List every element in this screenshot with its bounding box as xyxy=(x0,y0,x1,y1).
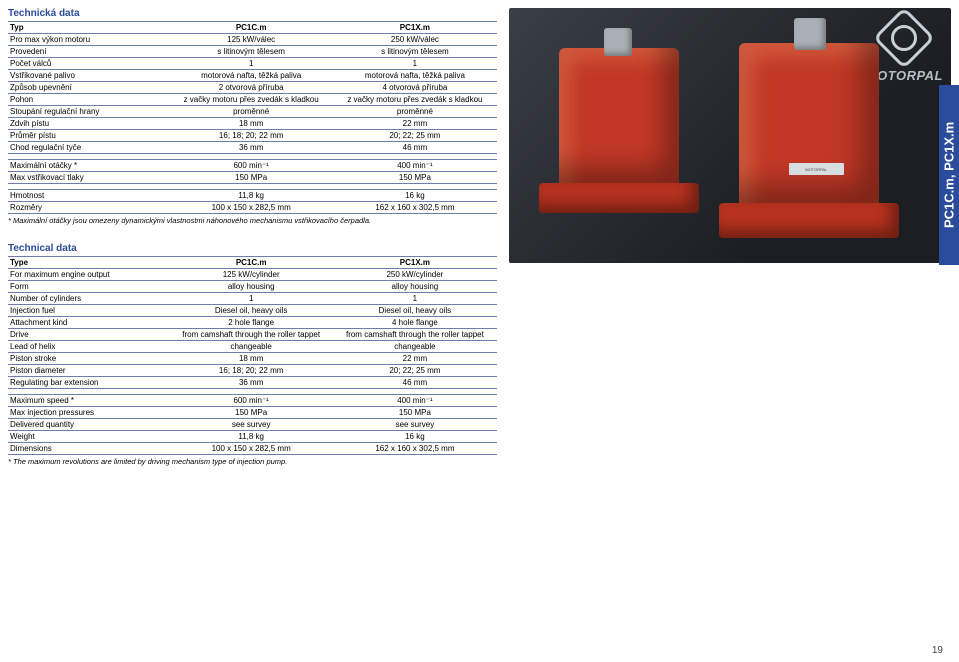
table-row: For maximum engine output125 kW/cylinder… xyxy=(8,269,497,281)
table-row: Lead of helixchangeablechangeable xyxy=(8,341,497,353)
footnote-en: * The maximum revolutions are limited by… xyxy=(8,457,497,466)
pump-base-left xyxy=(539,183,699,213)
table-row: Max injection pressures150 MPa150 MPa xyxy=(8,407,497,419)
table-row: Rozměry100 x 150 x 282,5 mm162 x 160 x 3… xyxy=(8,202,497,214)
page-number: 19 xyxy=(932,645,943,656)
spec-table-cz: TypPC1C.mPC1X.mPro max výkon motoru125 k… xyxy=(8,21,497,214)
table-row: Průměr pístu16; 18; 20; 22 mm20; 22; 25 … xyxy=(8,130,497,142)
table-row: Injection fuelDiesel oil, heavy oilsDies… xyxy=(8,305,497,317)
spec-table-en: TypePC1C.mPC1X.mFor maximum engine outpu… xyxy=(8,256,497,455)
table-row: Pro max výkon motoru125 kW/válec250 kW/v… xyxy=(8,34,497,46)
table-row: Zdvih pístu18 mm22 mm xyxy=(8,118,497,130)
table-row: Chod regulační tyče36 mm46 mm xyxy=(8,142,497,154)
table-row: Hmotnost11,8 kg16 kg xyxy=(8,190,497,202)
section-title-cz: Technická data xyxy=(8,8,497,19)
table-row: Delivered quantitysee surveysee survey xyxy=(8,419,497,431)
table-row: Pohonz vačky motoru přes zvedák s kladko… xyxy=(8,94,497,106)
table-row: TypePC1C.mPC1X.m xyxy=(8,257,497,269)
table-row: Způsob upevnění2 otvorová příruba4 otvor… xyxy=(8,82,497,94)
product-photo: MOTORPAL MOTORPAL xyxy=(509,8,951,263)
pump-image-left xyxy=(559,48,679,188)
table-row: TypPC1C.mPC1X.m xyxy=(8,22,497,34)
table-row: Weight11,8 kg16 kg xyxy=(8,431,497,443)
pump-fitting-left xyxy=(604,28,632,56)
table-row: Attachment kind2 hole flange4 hole flang… xyxy=(8,317,497,329)
pump-nameplate: MOTORPAL xyxy=(789,163,844,175)
table-row: Regulating bar extension36 mm46 mm xyxy=(8,377,497,389)
section-title-en: Technical data xyxy=(8,243,497,254)
table-row: Max vstřikovací tlaky150 MPa150 MPa xyxy=(8,172,497,184)
table-row: Drivefrom camshaft through the roller ta… xyxy=(8,329,497,341)
table-row: Piston stroke18 mm22 mm xyxy=(8,353,497,365)
table-row: Vstřikované palivomotorová nafta, těžká … xyxy=(8,70,497,82)
table-row: Počet válců11 xyxy=(8,58,497,70)
brand-logo-icon xyxy=(873,8,935,69)
pump-image-right xyxy=(739,43,879,208)
table-row: Piston diameter16; 18; 20; 22 mm20; 22; … xyxy=(8,365,497,377)
table-row: Dimensions100 x 150 x 282,5 mm162 x 160 … xyxy=(8,443,497,455)
pump-fitting-right xyxy=(794,18,826,50)
table-row: Formalloy housingalloy housing xyxy=(8,281,497,293)
table-row: Number of cylinders11 xyxy=(8,293,497,305)
table-row: Stoupání regulační hranyproměnnéproměnné xyxy=(8,106,497,118)
table-row: Maximální otáčky *600 min⁻¹400 min⁻¹ xyxy=(8,160,497,172)
table-row: Maximum speed *600 min⁻¹400 min⁻¹ xyxy=(8,395,497,407)
table-row: Provedenís litinovým tělesems litinovým … xyxy=(8,46,497,58)
footnote-cz: * Maximální otáčky jsou omezeny dynamick… xyxy=(8,216,497,225)
side-tab: PC1C.m, PC1X.m xyxy=(939,85,959,265)
pump-base-right xyxy=(719,203,899,238)
